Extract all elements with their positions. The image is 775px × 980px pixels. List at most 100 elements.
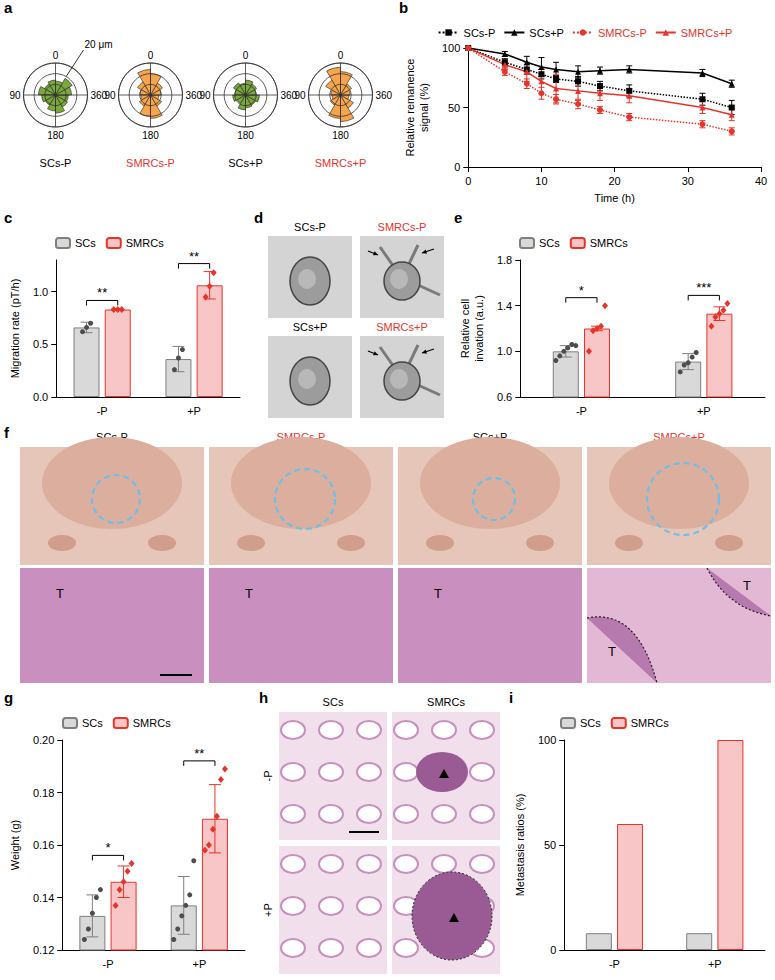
- svg-text:SMRCs: SMRCs: [631, 717, 669, 729]
- svg-text:180: 180: [142, 130, 159, 141]
- svg-text:0: 0: [550, 944, 556, 956]
- svg-text:T: T: [434, 586, 442, 601]
- svg-text:SCs: SCs: [82, 717, 103, 729]
- svg-text:SCs: SCs: [580, 717, 601, 729]
- svg-text:T: T: [56, 586, 64, 601]
- svg-text:SCs-P: SCs-P: [464, 27, 496, 39]
- svg-text:-P: -P: [97, 405, 108, 417]
- html-text:i: i: [509, 689, 514, 706]
- svg-text:100: 100: [538, 734, 556, 746]
- svg-text:1.4: 1.4: [497, 300, 512, 312]
- svg-text:90: 90: [294, 90, 306, 101]
- svg-text:20: 20: [609, 175, 621, 187]
- svg-text:SMRCs+P: SMRCs+P: [315, 157, 367, 169]
- svg-text:SCs+P: SCs+P: [228, 157, 263, 169]
- svg-text:SCs-P: SCs-P: [294, 221, 326, 233]
- svg-text:+P: +P: [708, 958, 722, 970]
- svg-text:***: ***: [696, 280, 711, 295]
- html-text:g: g: [4, 689, 14, 706]
- svg-text:360: 360: [376, 90, 393, 101]
- svg-text:SCs: SCs: [323, 696, 344, 708]
- svg-text:-P: -P: [576, 405, 587, 417]
- svg-text:Metastasis ratios (%): Metastasis ratios (%): [514, 794, 526, 897]
- svg-text:SCs+P: SCs+P: [293, 321, 328, 333]
- svg-text:10: 10: [535, 175, 547, 187]
- svg-text:**: **: [189, 249, 199, 264]
- svg-text:Time (h): Time (h): [594, 192, 635, 204]
- svg-text:1.0: 1.0: [33, 286, 48, 298]
- svg-text:0: 0: [454, 161, 460, 173]
- svg-text:0.5: 0.5: [33, 338, 48, 350]
- svg-text:360: 360: [90, 89, 108, 101]
- svg-text:1.0: 1.0: [497, 345, 512, 357]
- svg-text:20 μm: 20 μm: [85, 39, 113, 50]
- html-text:f: f: [4, 424, 9, 441]
- html-text:a: a: [4, 0, 13, 16]
- svg-text:+P: +P: [697, 405, 711, 417]
- html-text:e: e: [454, 209, 463, 226]
- svg-text:0.16: 0.16: [33, 839, 54, 851]
- svg-text:T: T: [743, 578, 751, 593]
- svg-text:+P: +P: [187, 405, 201, 417]
- svg-text:SMRCs-P: SMRCs-P: [126, 157, 175, 169]
- svg-text:180: 180: [237, 130, 254, 141]
- html-text:h: h: [259, 689, 269, 706]
- svg-text:Weight (g): Weight (g): [9, 820, 21, 871]
- svg-text:0: 0: [53, 50, 59, 61]
- svg-text:90: 90: [199, 90, 211, 101]
- html-text:d: d: [254, 209, 264, 226]
- svg-text:Relative cell: Relative cell: [459, 299, 471, 358]
- svg-text:180: 180: [47, 130, 64, 141]
- svg-text:50: 50: [448, 102, 460, 114]
- svg-text:180: 180: [332, 130, 349, 141]
- svg-text:0.18: 0.18: [33, 787, 54, 799]
- svg-text:SMRCs: SMRCs: [133, 717, 171, 729]
- svg-text:SCs: SCs: [75, 237, 96, 249]
- svg-text:**: **: [194, 746, 204, 761]
- svg-text:0.20: 0.20: [33, 734, 54, 746]
- svg-text:360: 360: [185, 89, 203, 101]
- svg-text:signal (%): signal (%): [418, 83, 430, 132]
- svg-text:90: 90: [104, 90, 116, 101]
- svg-text:90: 90: [9, 90, 21, 101]
- svg-text:0: 0: [338, 50, 344, 61]
- svg-text:+P: +P: [262, 903, 274, 917]
- svg-text:0.6: 0.6: [497, 391, 512, 403]
- svg-text:40: 40: [755, 175, 767, 187]
- svg-text:*: *: [579, 283, 584, 298]
- svg-text:0.14: 0.14: [33, 892, 54, 904]
- svg-text:SMRCs-P: SMRCs-P: [378, 221, 427, 233]
- svg-text:SMRCs: SMRCs: [126, 237, 164, 249]
- svg-text:SMRCs+P: SMRCs+P: [681, 27, 733, 39]
- svg-text:SCs+P: SCs+P: [529, 27, 564, 39]
- svg-text:-P: -P: [609, 958, 620, 970]
- svg-text:360: 360: [280, 89, 298, 101]
- svg-text:30: 30: [682, 175, 694, 187]
- svg-text:SMRCs: SMRCs: [427, 696, 465, 708]
- svg-text:+P: +P: [192, 958, 206, 970]
- svg-text:-P: -P: [262, 771, 274, 782]
- svg-text:1.8: 1.8: [497, 254, 512, 266]
- svg-text:SCs: SCs: [539, 237, 560, 249]
- svg-text:Migration rate (pT/h): Migration rate (pT/h): [9, 279, 21, 379]
- svg-text:*: *: [105, 840, 110, 855]
- svg-text:-P: -P: [102, 958, 113, 970]
- html-text:c: c: [4, 209, 13, 226]
- svg-text:SMRCs+P: SMRCs+P: [376, 321, 428, 333]
- svg-text:0: 0: [243, 50, 249, 61]
- svg-text:100: 100: [442, 42, 460, 54]
- svg-text:0: 0: [465, 175, 471, 187]
- svg-text:SMRCs: SMRCs: [590, 237, 628, 249]
- svg-text:**: **: [97, 285, 107, 300]
- svg-text:0: 0: [148, 50, 154, 61]
- svg-text:Relative remanence: Relative remanence: [404, 59, 416, 157]
- svg-text:SCs-P: SCs-P: [40, 157, 72, 169]
- html-text:b: b: [399, 0, 409, 16]
- svg-text:50: 50: [544, 839, 556, 851]
- svg-text:T: T: [608, 644, 616, 659]
- svg-text:T: T: [245, 586, 253, 601]
- svg-text:invation (a.u.): invation (a.u.): [473, 295, 485, 362]
- svg-text:SMRCs-P: SMRCs-P: [598, 27, 647, 39]
- svg-text:0.12: 0.12: [33, 944, 54, 956]
- svg-text:0.0: 0.0: [33, 391, 48, 403]
